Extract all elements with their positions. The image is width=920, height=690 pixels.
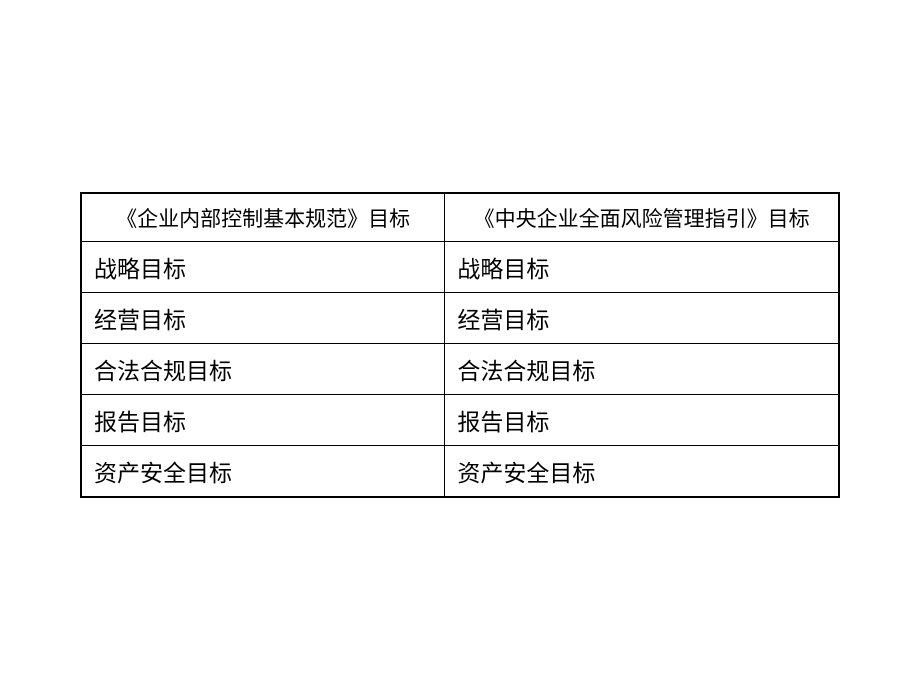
comparison-table: 《企业内部控制基本规范》目标 《中央企业全面风险管理指引》目标 战略目标 战略目…	[80, 192, 840, 498]
table-header-cell: 《中央企业全面风险管理指引》目标	[445, 193, 839, 241]
comparison-table-container: 《企业内部控制基本规范》目标 《中央企业全面风险管理指引》目标 战略目标 战略目…	[80, 192, 840, 498]
table-cell: 报告目标	[445, 394, 839, 445]
table-row: 报告目标 报告目标	[81, 394, 839, 445]
table-cell: 资产安全目标	[445, 445, 839, 497]
table-row: 合法合规目标 合法合规目标	[81, 343, 839, 394]
table-cell: 合法合规目标	[81, 343, 445, 394]
table-header-cell: 《企业内部控制基本规范》目标	[81, 193, 445, 241]
table-row: 经营目标 经营目标	[81, 292, 839, 343]
table-cell: 战略目标	[81, 241, 445, 292]
table-cell: 资产安全目标	[81, 445, 445, 497]
table-cell: 报告目标	[81, 394, 445, 445]
table-cell: 战略目标	[445, 241, 839, 292]
table-header-row: 《企业内部控制基本规范》目标 《中央企业全面风险管理指引》目标	[81, 193, 839, 241]
table-cell: 经营目标	[445, 292, 839, 343]
table-cell: 合法合规目标	[445, 343, 839, 394]
table-cell: 经营目标	[81, 292, 445, 343]
table-row: 资产安全目标 资产安全目标	[81, 445, 839, 497]
table-row: 战略目标 战略目标	[81, 241, 839, 292]
